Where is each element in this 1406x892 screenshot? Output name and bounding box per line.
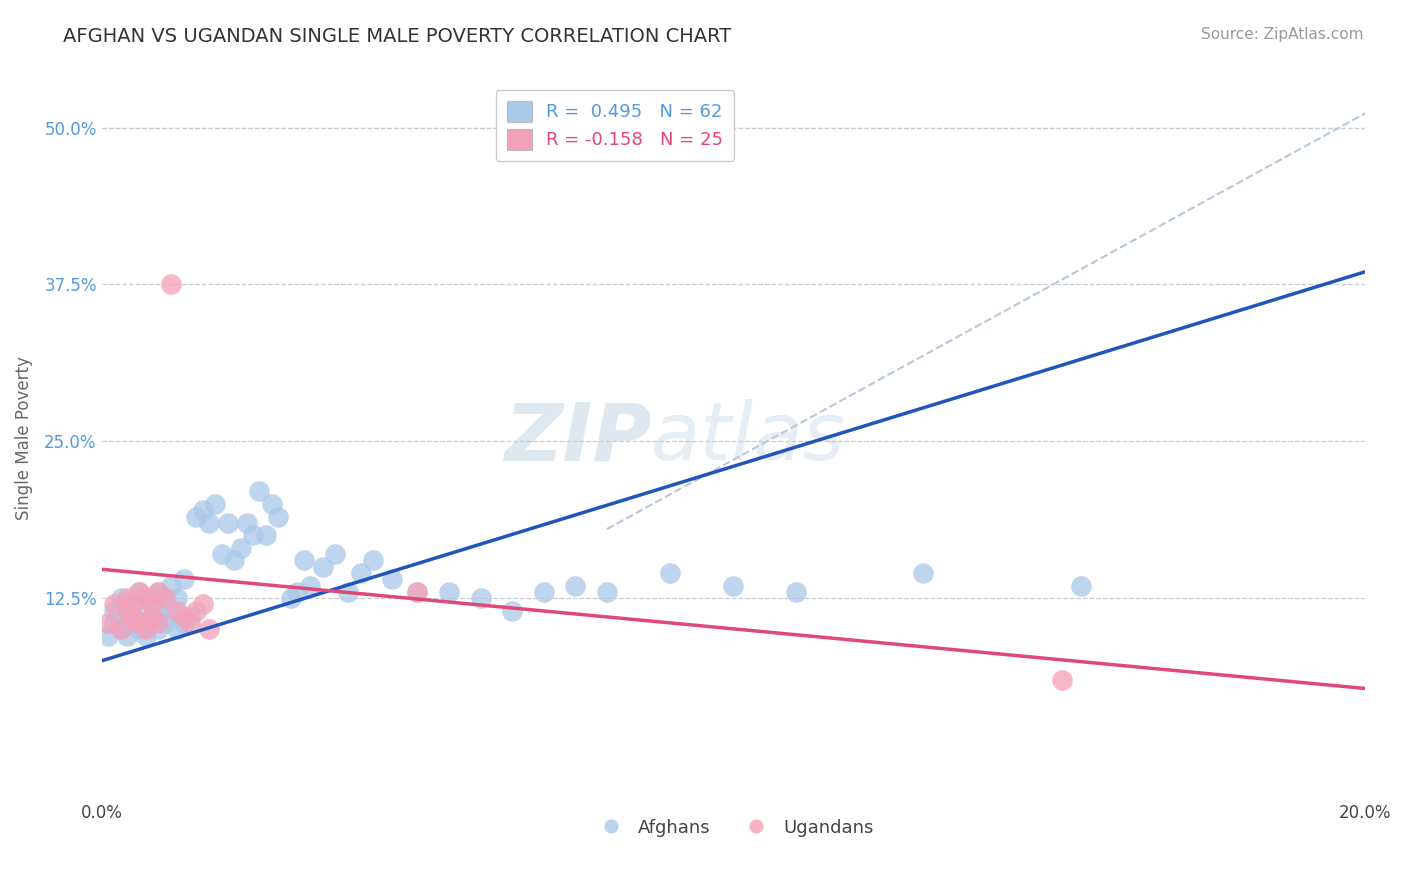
Legend: Afghans, Ugandans: Afghans, Ugandans — [586, 812, 880, 844]
Point — [166, 591, 188, 606]
Point — [110, 623, 132, 637]
Text: AFGHAN VS UGANDAN SINGLE MALE POVERTY CORRELATION CHART: AFGHAN VS UGANDAN SINGLE MALE POVERTY CO… — [63, 27, 731, 45]
Point — [115, 591, 138, 606]
Point — [115, 629, 138, 643]
Point — [173, 610, 195, 624]
Point — [564, 578, 586, 592]
Point — [262, 497, 284, 511]
Point — [1070, 578, 1092, 592]
Point — [198, 623, 221, 637]
Point — [153, 591, 176, 606]
Point — [292, 553, 315, 567]
Point — [135, 629, 157, 643]
Point — [148, 584, 170, 599]
Point — [128, 584, 150, 599]
Point — [141, 591, 163, 606]
Point — [115, 610, 138, 624]
Point — [1050, 673, 1073, 687]
Point — [659, 566, 682, 580]
Point — [236, 516, 259, 530]
Point — [160, 604, 183, 618]
Point — [153, 616, 176, 631]
Point — [533, 584, 555, 599]
Point — [179, 616, 201, 631]
Point — [229, 541, 252, 555]
Point — [298, 578, 321, 592]
Point — [267, 509, 290, 524]
Point — [191, 503, 214, 517]
Point — [470, 591, 492, 606]
Point — [141, 610, 163, 624]
Point — [173, 616, 195, 631]
Point — [122, 598, 145, 612]
Point — [148, 616, 170, 631]
Point — [166, 623, 188, 637]
Point — [141, 610, 163, 624]
Point — [122, 598, 145, 612]
Point — [128, 623, 150, 637]
Point — [97, 629, 120, 643]
Point — [122, 616, 145, 631]
Point — [211, 547, 233, 561]
Point — [135, 591, 157, 606]
Point — [311, 559, 333, 574]
Point — [103, 598, 125, 612]
Point — [186, 604, 208, 618]
Point — [349, 566, 371, 580]
Point — [198, 516, 221, 530]
Point — [173, 572, 195, 586]
Point — [280, 591, 302, 606]
Point — [97, 616, 120, 631]
Point — [406, 584, 429, 599]
Text: Source: ZipAtlas.com: Source: ZipAtlas.com — [1201, 27, 1364, 42]
Point — [911, 566, 934, 580]
Point — [249, 484, 271, 499]
Point — [186, 509, 208, 524]
Point — [204, 497, 226, 511]
Point — [406, 584, 429, 599]
Point — [166, 604, 188, 618]
Point — [110, 623, 132, 637]
Point — [103, 604, 125, 618]
Point — [115, 604, 138, 618]
Point — [381, 572, 404, 586]
Point — [153, 598, 176, 612]
Text: ZIP: ZIP — [503, 399, 651, 477]
Point — [336, 584, 359, 599]
Point — [242, 528, 264, 542]
Point — [596, 584, 619, 599]
Point — [135, 623, 157, 637]
Point — [103, 616, 125, 631]
Point — [160, 578, 183, 592]
Point — [501, 604, 523, 618]
Point — [217, 516, 239, 530]
Point — [287, 584, 309, 599]
Point — [323, 547, 346, 561]
Point — [135, 604, 157, 618]
Point — [254, 528, 277, 542]
Point — [721, 578, 744, 592]
Point — [148, 584, 170, 599]
Point — [148, 623, 170, 637]
Point — [191, 598, 214, 612]
Point — [141, 598, 163, 612]
Point — [110, 591, 132, 606]
Y-axis label: Single Male Poverty: Single Male Poverty — [15, 356, 32, 520]
Point — [785, 584, 807, 599]
Point — [128, 616, 150, 631]
Point — [122, 610, 145, 624]
Point — [437, 584, 460, 599]
Point — [128, 584, 150, 599]
Point — [224, 553, 246, 567]
Point — [160, 277, 183, 292]
Point — [179, 610, 201, 624]
Text: atlas: atlas — [651, 399, 846, 477]
Point — [361, 553, 384, 567]
